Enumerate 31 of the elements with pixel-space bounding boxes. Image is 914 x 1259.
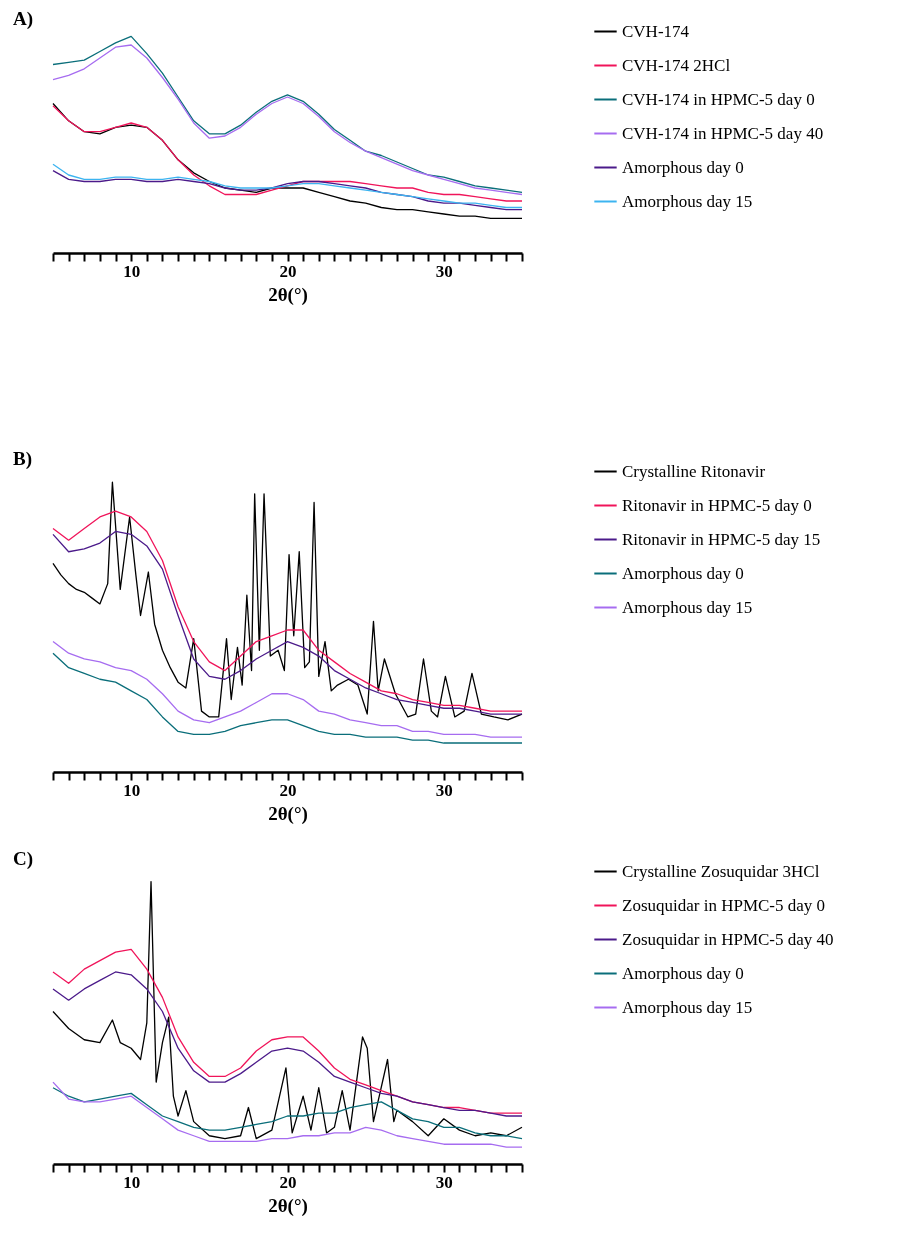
legend-label: CVH-174 <box>622 21 690 41</box>
legend-label: Zosuquidar in HPMC-5 day 40 <box>622 929 834 949</box>
x-tick-label: 30 <box>435 261 453 281</box>
legend-label: Amorphous day 15 <box>622 597 753 617</box>
x-tick-label: 30 <box>435 1172 453 1192</box>
chart-title: C) <box>13 848 34 870</box>
legend-label: CVH-174 in HPMC-5 day 0 <box>622 89 815 109</box>
x-tick-label: 30 <box>435 780 453 800</box>
x-axis-title: 2θ(°) <box>268 802 308 825</box>
x-tick-label: 10 <box>123 261 141 281</box>
x-tick-label: 20 <box>279 780 297 800</box>
legend-label: Amorphous day 0 <box>622 157 744 177</box>
legend-label: Amorphous day 0 <box>622 563 744 583</box>
chart-title: A) <box>13 8 34 30</box>
legend-label: Amorphous day 15 <box>622 997 753 1017</box>
legend-label: Ritonavir in HPMC-5 day 15 <box>622 529 821 549</box>
legend-label: Ritonavir in HPMC-5 day 0 <box>622 495 812 515</box>
x-tick-label: 20 <box>279 261 297 281</box>
legend-label: Zosuquidar in HPMC-5 day 0 <box>622 895 826 915</box>
x-tick-label: 10 <box>123 780 141 800</box>
x-tick-label: 20 <box>279 1172 297 1192</box>
legend-label: Amorphous day 0 <box>622 963 744 983</box>
legend-label: Amorphous day 15 <box>622 191 753 211</box>
x-axis-title: 2θ(°) <box>268 1194 308 1217</box>
legend-label: CVH-174 2HCl <box>622 55 731 75</box>
chart-title: B) <box>13 448 32 470</box>
x-tick-label: 10 <box>123 1172 141 1192</box>
legend-label: CVH-174 in HPMC-5 day 40 <box>622 123 824 143</box>
legend-label: Crystalline Zosuquidar 3HCl <box>622 861 820 881</box>
legend-label: Crystalline Ritonavir <box>622 461 766 481</box>
x-axis-title: 2θ(°) <box>268 283 308 306</box>
